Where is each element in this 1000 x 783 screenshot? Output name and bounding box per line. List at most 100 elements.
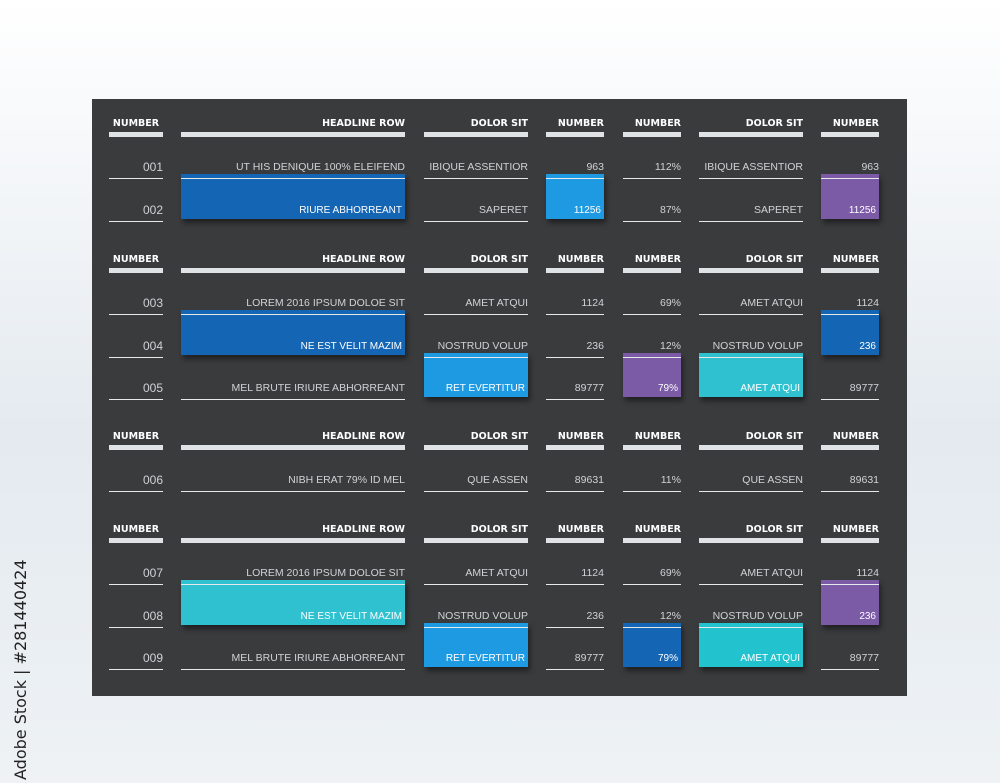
table-cell: AMET ATQUI	[699, 565, 803, 585]
table-cell: SAPERET	[424, 202, 528, 222]
column-header-3: DOLOR SIT	[424, 117, 528, 137]
column-header-5: NUMBER	[623, 117, 681, 137]
table-cell: 69%	[623, 295, 681, 315]
table-cell: 112%	[623, 159, 681, 179]
row-number: 004	[109, 338, 163, 358]
block-label: AMET ATQUI	[740, 653, 800, 664]
highlight-block: 79%	[623, 352, 681, 397]
table-cell: 89777	[821, 380, 879, 400]
table-cell: AMET ATQUI	[699, 295, 803, 315]
table-cell: 236	[546, 608, 604, 628]
highlight-block: 79%	[623, 622, 681, 667]
block-label: 11256	[573, 204, 601, 216]
highlight-block: 236	[821, 580, 879, 625]
table-cell: 963	[546, 159, 604, 179]
table-cell: 1124	[821, 295, 879, 315]
column-header-3: DOLOR SIT	[424, 253, 528, 273]
column-header-3: DOLOR SIT	[424, 523, 528, 543]
stock-id-text: Adobe Stock | #281440424	[11, 559, 30, 780]
block-label: RET EVERTITUR	[445, 383, 525, 394]
table-panel: RIURE ABHORREANT 11256 11256 NE EST VELIT M…	[92, 99, 907, 696]
block-label: RIURE ABHORREANT	[299, 204, 402, 216]
table-cell: NOSTRUD VOLUP	[424, 338, 528, 358]
column-header-7: NUMBER	[821, 430, 879, 450]
highlight-block: RIURE ABHORREANT	[181, 174, 405, 219]
table-cell: QUE ASSEN	[699, 472, 803, 492]
block-label: 11256	[848, 204, 876, 216]
highlight-block: AMET ATQUI	[699, 622, 803, 667]
column-header-4: NUMBER	[546, 117, 604, 137]
block-label: 236	[859, 610, 876, 622]
table-cell: 236	[546, 338, 604, 358]
highlight-block: 11256	[546, 174, 604, 219]
row-number: 002	[109, 202, 163, 222]
highlight-block: RET EVERTITUR	[424, 622, 528, 667]
row-number: 007	[109, 565, 163, 585]
column-header-4: NUMBER	[546, 253, 604, 273]
column-header-3: DOLOR SIT	[424, 430, 528, 450]
block-label: 79%	[657, 383, 678, 394]
table-cell: LOREM 2016 IPSUM DOLOE SIT	[181, 565, 405, 585]
column-header-2: HEADLINE ROW	[181, 523, 405, 543]
table-cell: NOSTRUD VOLUP	[699, 608, 803, 628]
column-header-6: DOLOR SIT	[699, 117, 803, 137]
table-cell: MEL BRUTE IRIURE ABHORREANT	[181, 380, 405, 400]
table-cell: 89777	[821, 650, 879, 670]
table-cell: 89631	[546, 472, 604, 492]
row-number: 008	[109, 608, 163, 628]
row-number: 001	[109, 159, 163, 179]
column-header-4: NUMBER	[546, 430, 604, 450]
table-cell: IBIQUE ASSENTIOR	[424, 159, 528, 179]
table-cell: SAPERET	[699, 202, 803, 222]
table-cell: NOSTRUD VOLUP	[424, 608, 528, 628]
table-cell: AMET ATQUI	[424, 295, 528, 315]
column-header-7: NUMBER	[821, 253, 879, 273]
table-cell: 69%	[623, 565, 681, 585]
row-number: 003	[109, 295, 163, 315]
table-cell: UT HIS DENIQUE 100% ELEIFEND	[181, 159, 405, 179]
column-header-2: HEADLINE ROW	[181, 117, 405, 137]
table-cell: 1124	[821, 565, 879, 585]
column-header-4: NUMBER	[546, 523, 604, 543]
table-cell: 87%	[623, 202, 681, 222]
row-number: 005	[109, 380, 163, 400]
block-label: NE EST VELIT MAZIM	[300, 340, 402, 352]
block-label: NE EST VELIT MAZIM	[300, 610, 402, 622]
column-header-1: NUMBER	[109, 430, 163, 450]
table-cell: LOREM 2016 IPSUM DOLOE SIT	[181, 295, 405, 315]
block-label: 236	[859, 340, 876, 352]
block-label: AMET ATQUI	[740, 383, 800, 394]
table-cell: NOSTRUD VOLUP	[699, 338, 803, 358]
highlight-block: 236	[821, 310, 879, 355]
row-number: 009	[109, 650, 163, 670]
table-cell: IBIQUE ASSENTIOR	[699, 159, 803, 179]
highlight-block: RET EVERTITUR	[424, 352, 528, 397]
stock-id-watermark: Adobe Stock | #281440424	[6, 545, 36, 780]
column-header-7: NUMBER	[821, 117, 879, 137]
column-header-1: NUMBER	[109, 523, 163, 543]
highlight-block: AMET ATQUI	[699, 352, 803, 397]
column-header-5: NUMBER	[623, 430, 681, 450]
column-header-1: NUMBER	[109, 253, 163, 273]
highlight-block: NE EST VELIT MAZIM	[181, 310, 405, 355]
column-header-6: DOLOR SIT	[699, 253, 803, 273]
row-number: 006	[109, 472, 163, 492]
table-cell: QUE ASSEN	[424, 472, 528, 492]
table-cell: 1124	[546, 295, 604, 315]
column-header-5: NUMBER	[623, 523, 681, 543]
column-header-2: HEADLINE ROW	[181, 430, 405, 450]
table-cell: 963	[821, 159, 879, 179]
table-cell: 89631	[821, 472, 879, 492]
column-header-5: NUMBER	[623, 253, 681, 273]
column-header-7: NUMBER	[821, 523, 879, 543]
table-cell: AMET ATQUI	[424, 565, 528, 585]
block-label: 79%	[657, 653, 678, 664]
table-cell: 11%	[623, 472, 681, 492]
highlight-block: 11256	[821, 174, 879, 219]
column-header-6: DOLOR SIT	[699, 430, 803, 450]
table-cell: 12%	[623, 338, 681, 358]
table-cell: 89777	[546, 650, 604, 670]
column-header-2: HEADLINE ROW	[181, 253, 405, 273]
block-label: RET EVERTITUR	[445, 653, 525, 664]
table-cell: NIBH ERAT 79% ID MEL	[181, 472, 405, 492]
